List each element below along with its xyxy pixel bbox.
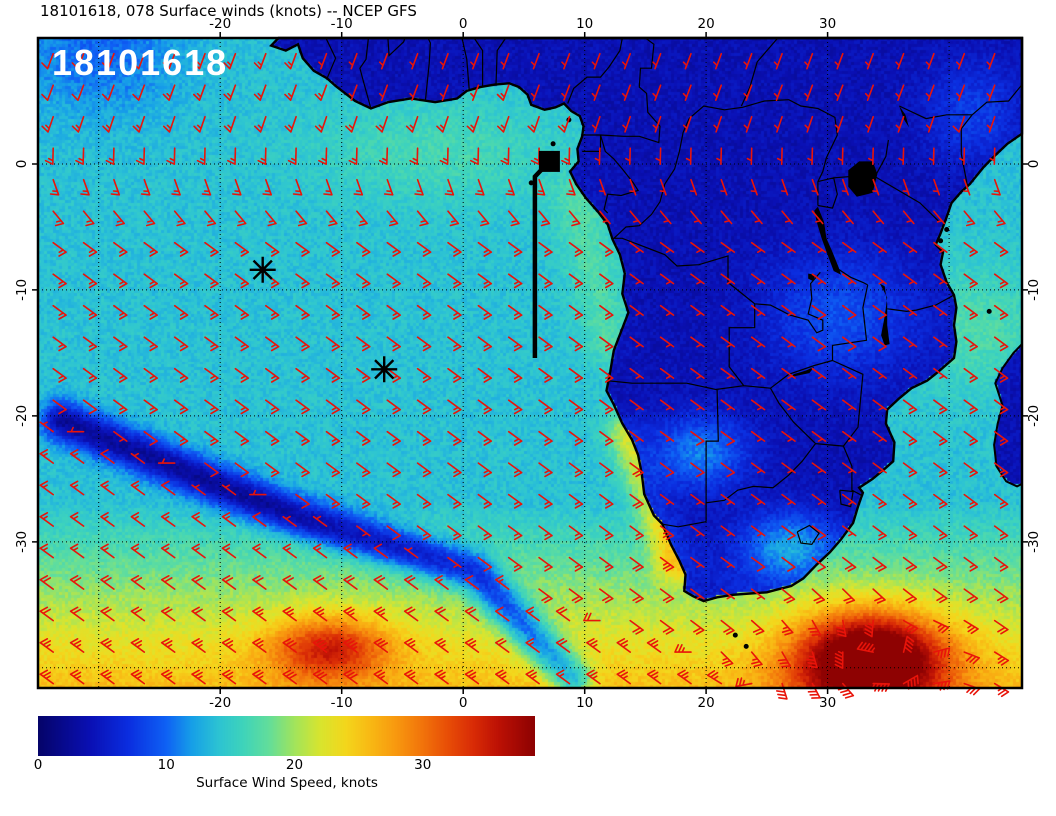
lon-tick-label-bottom: 20	[698, 695, 715, 711]
lon-tick-label-top: -20	[209, 16, 231, 32]
lat-tick-label-right: 0	[1026, 160, 1042, 169]
lon-tick-label-top: 20	[698, 16, 715, 32]
lakes	[791, 106, 909, 377]
colorbar-caption: Surface Wind Speed, knots	[196, 775, 378, 791]
colorbar-gradient	[38, 716, 535, 756]
lon-tick-label-top: -10	[331, 16, 353, 32]
colorbar-tick-label: 0	[33, 757, 43, 773]
lat-tick-label-right: -10	[1026, 279, 1042, 301]
track-endpoint-square	[538, 150, 560, 172]
wind-speed-field-canvas	[38, 38, 1022, 688]
lon-tick-label-bottom: 10	[576, 695, 593, 711]
lon-tick-label-top: 0	[459, 16, 468, 32]
country-borders	[325, 37, 1023, 546]
lat-tick-label-left: 0	[14, 160, 30, 169]
lat-tick-label-right: -20	[1026, 405, 1042, 427]
lat-tick-label-left: -20	[14, 405, 30, 427]
lon-tick-label-bottom: 30	[819, 695, 836, 711]
plot-title: 18101618, 078 Surface winds (knots) -- N…	[40, 2, 417, 20]
asterisk-marker	[249, 256, 276, 283]
axis-ticks	[32, 32, 1028, 694]
lon-tick-label-top: 10	[576, 16, 593, 32]
lon-tick-label-bottom: -10	[331, 695, 353, 711]
lat-tick-label-right: -30	[1026, 531, 1042, 553]
lat-tick-label-left: -30	[14, 531, 30, 553]
lon-tick-label-bottom: -20	[209, 695, 231, 711]
lat-tick-label-left: -10	[14, 279, 30, 301]
madagascar-coastline	[993, 341, 1023, 488]
map-frame	[36, 36, 1024, 690]
colorbar-tick-label: 30	[414, 757, 432, 773]
colorbar-tick-label: 20	[285, 757, 304, 773]
map-datetime-label: 18101618	[52, 42, 229, 83]
lon-tick-label-bottom: 0	[459, 695, 468, 711]
africa-coastline	[269, 36, 1024, 603]
wind-barbs	[39, 52, 1010, 700]
asterisk-marker	[371, 356, 398, 383]
lon-tick-label-top: 30	[819, 16, 836, 32]
colorbar-tick-label: 10	[157, 757, 175, 773]
